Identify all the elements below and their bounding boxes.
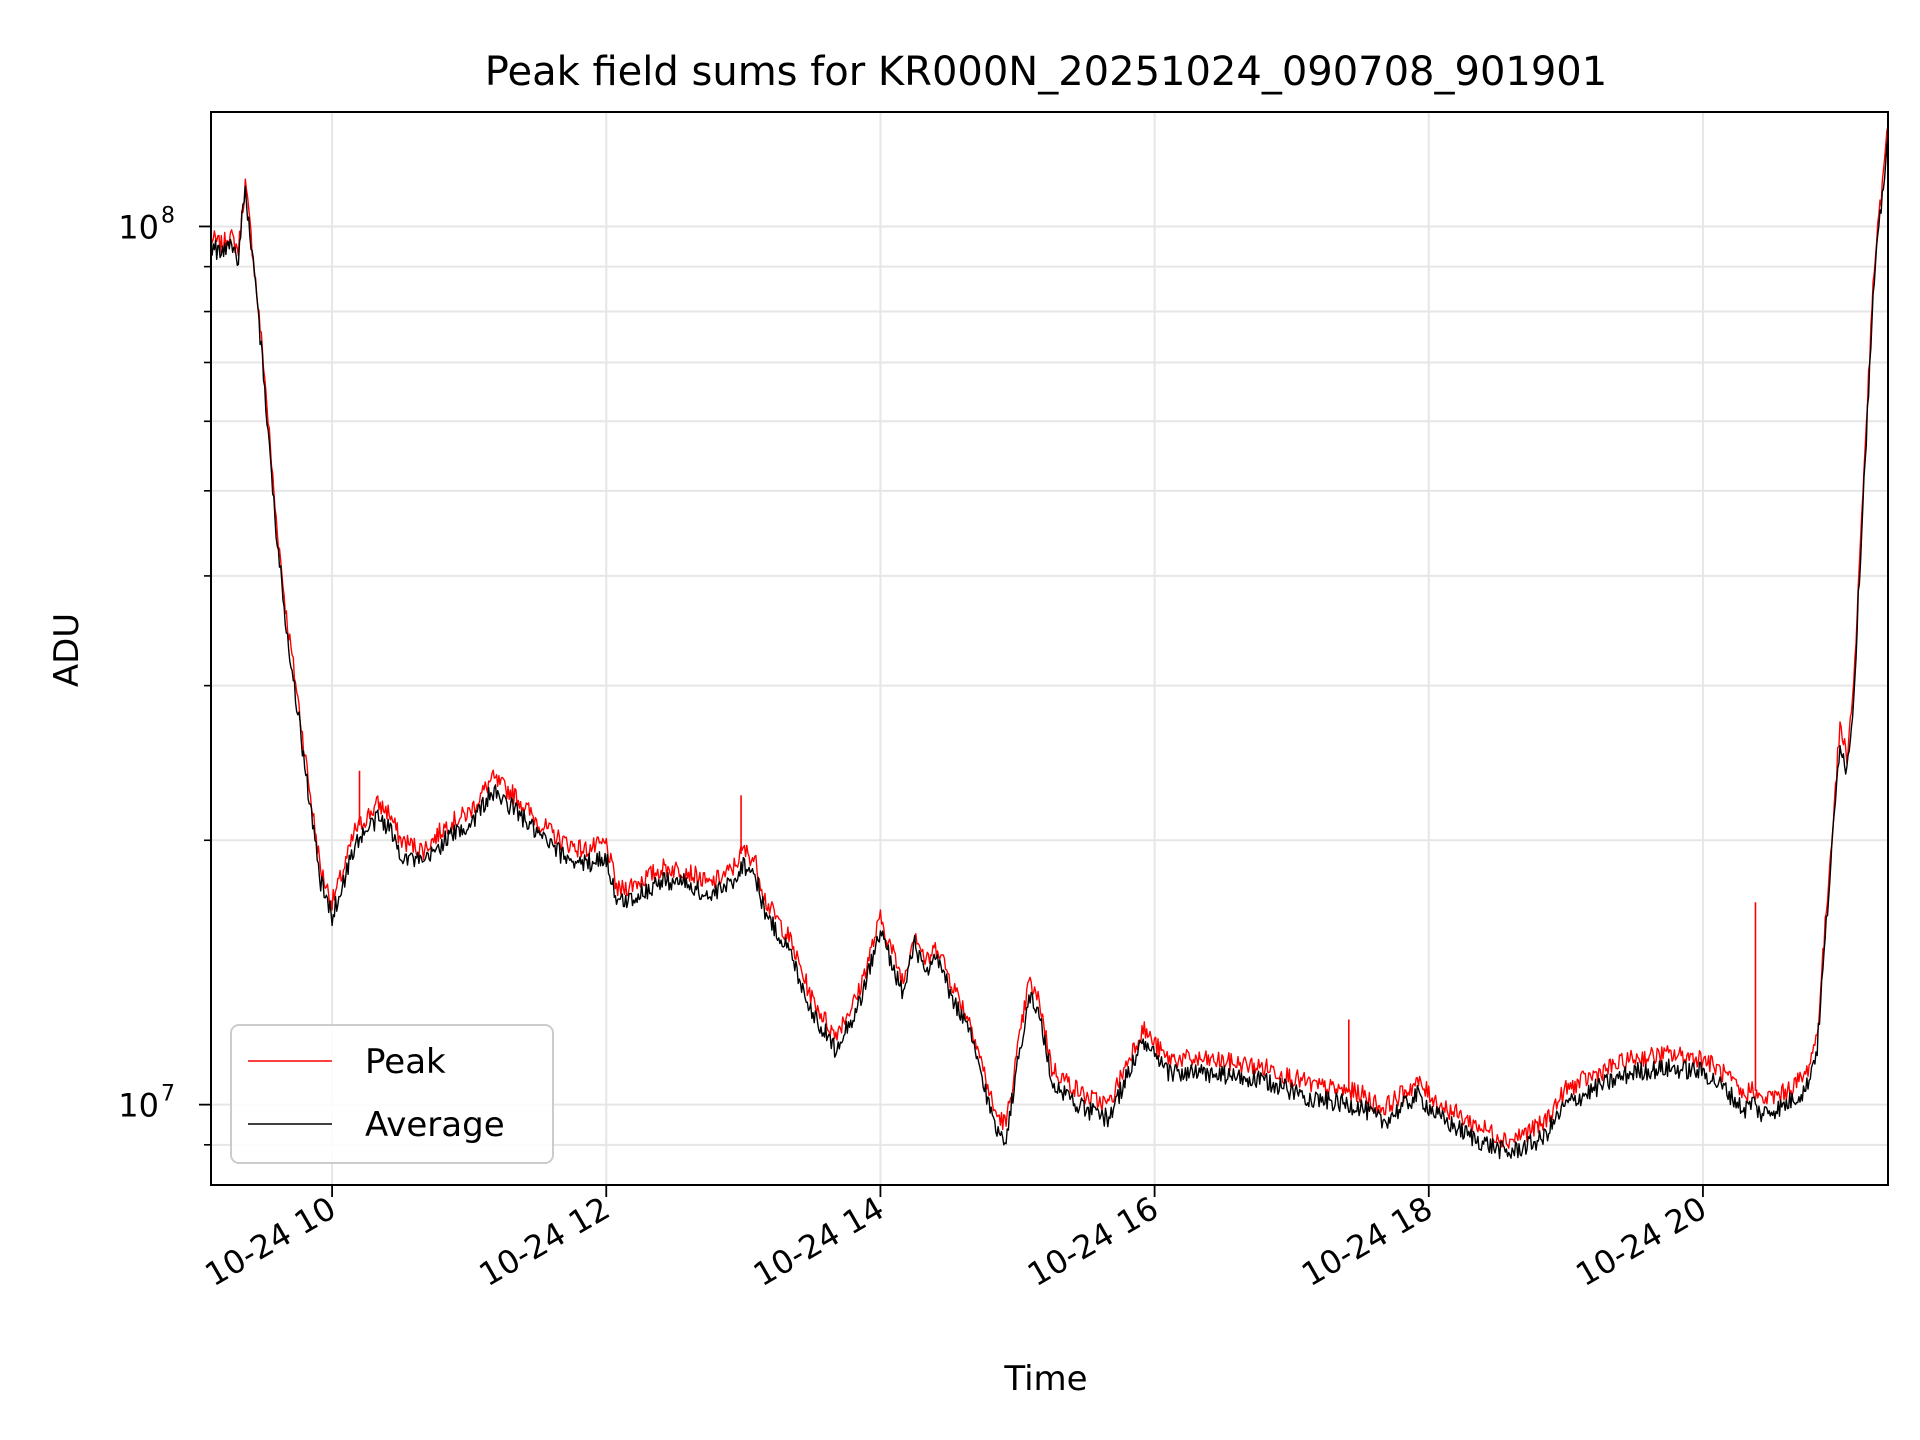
y-tick-exponent: 8 — [161, 203, 175, 228]
y-tick-label: 10 7 — [118, 1082, 175, 1125]
legend-peak-label: Peak — [365, 1042, 446, 1082]
legend: Peak Average — [230, 1024, 554, 1164]
series-layer — [210, 126, 1889, 1160]
series-line-peak — [210, 126, 1889, 1149]
chart-title: Peak field sums for KR000N_20251024_0907… — [485, 49, 1607, 95]
series-line-average — [210, 135, 1889, 1160]
y-tick-base: 10 — [118, 208, 159, 246]
y-tick-label: 10 8 — [118, 203, 175, 246]
y-axis-label: ADU — [47, 613, 87, 687]
legend-average-label: Average — [365, 1105, 505, 1145]
plot-frame — [210, 111, 1889, 1186]
x-axis-label: Time — [1003, 1359, 1087, 1399]
y-tick-base: 10 — [118, 1087, 159, 1125]
y-tick-exponent: 7 — [161, 1082, 175, 1107]
legend-box — [230, 1024, 554, 1164]
grid-lines — [211, 112, 1888, 1185]
